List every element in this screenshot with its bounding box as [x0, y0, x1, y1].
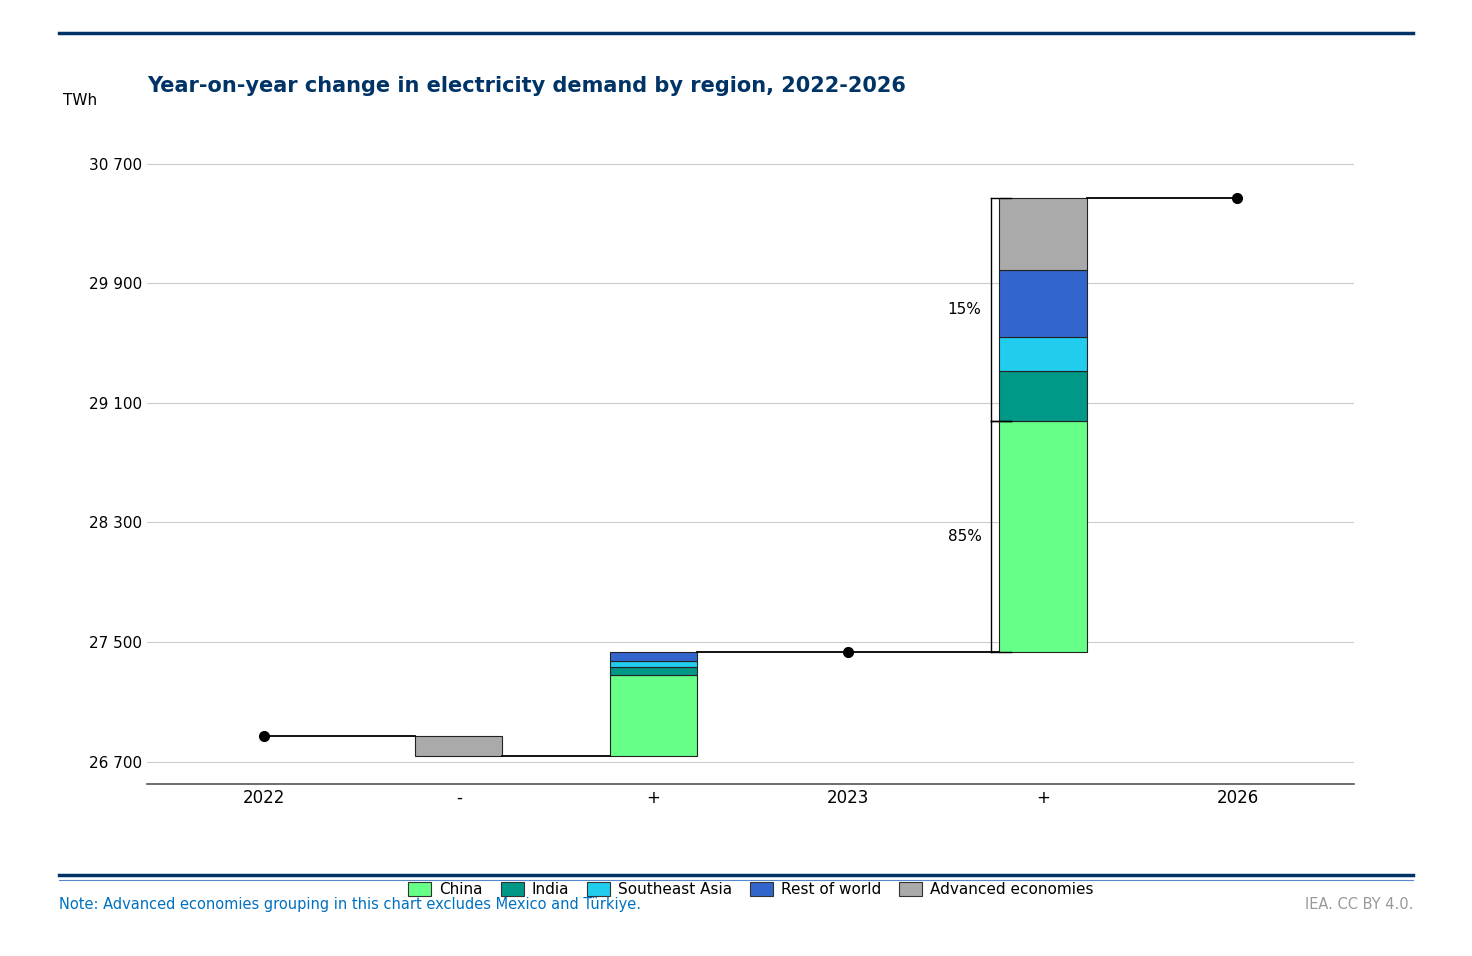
Text: Year-on-year change in electricity demand by region, 2022-2026: Year-on-year change in electricity deman… — [147, 76, 907, 96]
Bar — [609, 675, 698, 755]
Text: 15%: 15% — [948, 302, 982, 317]
Text: Note: Advanced economies grouping in this chart excludes Mexico and Türkiye.: Note: Advanced economies grouping in thi… — [59, 897, 640, 912]
Bar — [999, 198, 1086, 270]
Bar — [609, 652, 698, 662]
Text: 85%: 85% — [948, 529, 982, 544]
Bar — [999, 421, 1086, 652]
Bar — [415, 736, 502, 755]
Bar — [999, 270, 1086, 337]
Bar — [609, 667, 698, 675]
Bar — [609, 662, 698, 667]
Text: IEA. CC BY 4.0.: IEA. CC BY 4.0. — [1304, 897, 1413, 912]
Legend: China, India, Southeast Asia, Rest of world, Advanced economies: China, India, Southeast Asia, Rest of wo… — [402, 876, 1100, 903]
Bar — [999, 337, 1086, 372]
Bar — [999, 372, 1086, 421]
Text: TWh: TWh — [63, 93, 97, 108]
